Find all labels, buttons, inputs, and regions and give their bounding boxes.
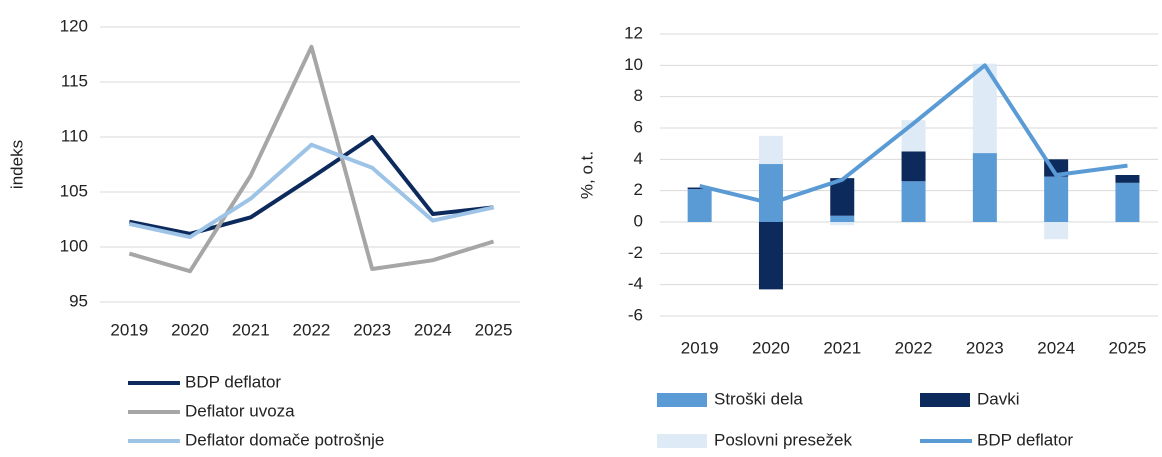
y-tick-label: 0	[634, 211, 643, 230]
y-axis-label: %, o.t.	[577, 151, 596, 199]
x-tick-label: 2023	[353, 320, 391, 339]
y-tick-label: -6	[628, 305, 643, 324]
x-tick-label: 2022	[293, 320, 331, 339]
bar	[687, 189, 712, 222]
x-tick-label: 2024	[1037, 338, 1075, 357]
x-tick-label: 2023	[966, 338, 1004, 357]
y-tick-label: 10	[624, 55, 643, 74]
legend-label: Davki	[977, 389, 1020, 408]
bar	[758, 222, 783, 290]
bar	[1115, 175, 1140, 183]
bar	[687, 187, 712, 190]
x-tick-label: 2019	[110, 320, 148, 339]
x-tick-label: 2020	[171, 320, 209, 339]
line-series	[128, 44, 495, 274]
legend-label: BDP deflator	[977, 430, 1073, 449]
bar	[901, 181, 926, 222]
bar	[830, 215, 855, 222]
legend-label: Poslovni presežek	[714, 430, 852, 449]
legend-swatch	[657, 393, 707, 407]
x-tick-label: 2020	[752, 338, 790, 357]
bar	[830, 222, 855, 226]
legend-swatch	[657, 434, 707, 448]
y-tick-label: -2	[628, 243, 643, 262]
bar	[1044, 222, 1069, 240]
legend-label: Deflator domače potrošnje	[185, 430, 384, 449]
bar	[758, 164, 783, 222]
y-tick-label: 2	[634, 180, 643, 199]
x-tick-label: 2021	[232, 320, 270, 339]
y-tick-label: 6	[634, 117, 643, 136]
line-series	[128, 135, 494, 236]
y-tick-label: 95	[69, 291, 88, 310]
legend-label: Stroški dela	[714, 389, 803, 408]
y-tick-label: -4	[628, 274, 643, 293]
y-tick-label: 100	[60, 236, 88, 255]
y-tick-label: 110	[61, 126, 88, 145]
legend-label: BDP deflator	[185, 372, 281, 391]
bar	[1115, 182, 1140, 222]
y-tick-label: 12	[624, 23, 643, 42]
y-tick-label: 105	[60, 181, 88, 200]
y-tick-label: 4	[634, 149, 643, 168]
bar	[972, 153, 997, 222]
legend-swatch	[920, 393, 970, 407]
y-tick-label: 8	[634, 86, 643, 105]
y-axis-label: indeks	[7, 140, 26, 189]
legend-label: Deflator uvoza	[185, 401, 295, 420]
line-series	[128, 142, 494, 240]
bar	[1044, 176, 1069, 222]
y-tick-label: 115	[61, 71, 88, 90]
x-tick-label: 2025	[475, 320, 513, 339]
x-tick-label: 2025	[1109, 338, 1147, 357]
bar	[901, 151, 926, 182]
x-tick-label: 2019	[681, 338, 719, 357]
line-series	[699, 63, 1128, 206]
x-tick-label: 2022	[895, 338, 933, 357]
x-tick-label: 2021	[823, 338, 861, 357]
y-tick-label: 120	[60, 16, 88, 35]
bar	[758, 135, 783, 165]
x-tick-label: 2024	[414, 320, 452, 339]
